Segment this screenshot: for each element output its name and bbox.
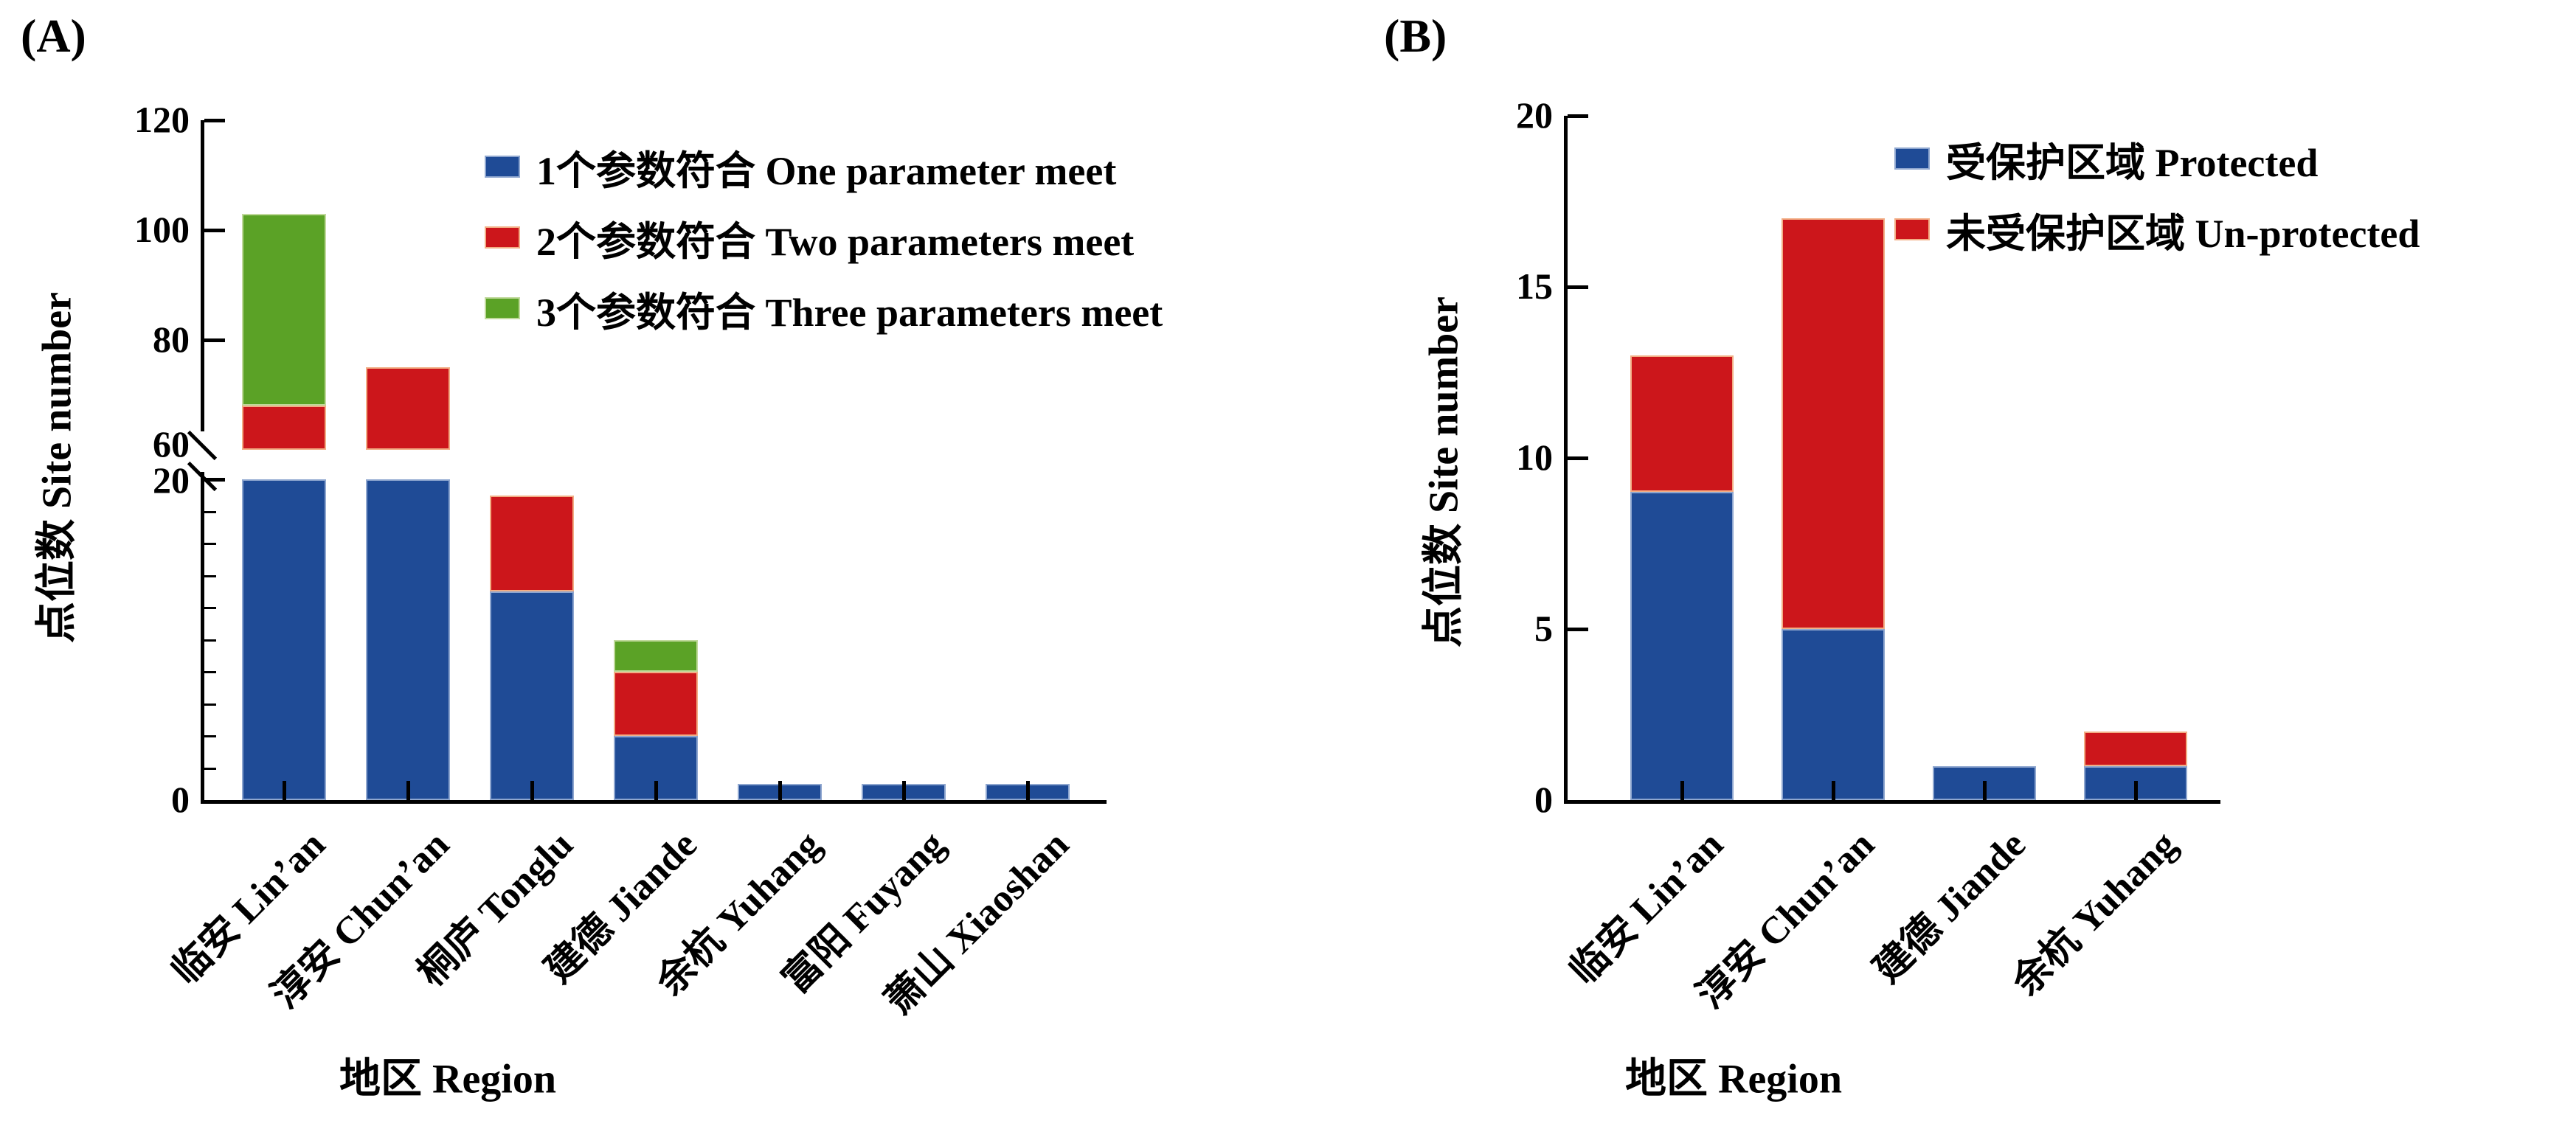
x-tick [902,781,906,800]
y-tick [204,478,225,482]
y-minor-tick [204,543,216,545]
bar-segment [490,591,574,800]
bar-segment [242,479,326,800]
y-tick [1568,285,1588,289]
legend-swatch-three-parameters-icon [485,297,520,319]
y-tick-label: 10 [1516,436,1553,478]
bar-segment [614,639,698,672]
bar-segment [366,479,450,800]
legend-label-three-parameters: 3个参数符合 Three parameters meet [536,290,1163,335]
y-tick-label: 20 [1516,94,1553,136]
y-minor-tick [204,574,216,577]
y-tick-label: 80 [153,318,190,360]
y-minor-tick [204,510,216,513]
bar-segment [242,213,326,406]
y-tick [1568,628,1588,631]
bar-segment [614,672,698,736]
y-tick-label: 120 [134,98,190,140]
x-tick [1680,781,1684,800]
y-tick [204,229,225,232]
y-axis-line [201,120,204,431]
y-tick-label: 0 [1534,778,1553,820]
y-minor-tick [204,671,216,673]
bar-segment [1630,492,1734,800]
legend-swatch-one-parameter-icon [485,156,520,178]
x-axis-line [1564,800,2220,804]
panel-b-label: (B) [1384,10,1447,62]
y-tick [204,338,225,342]
y-tick-label: 60 [153,423,190,465]
y-axis-line [201,472,204,800]
y-minor-tick [204,703,216,706]
y-minor-tick [204,735,216,737]
bar-segment [490,495,574,592]
y-tick-label: 0 [171,778,190,820]
x-tick [406,781,410,800]
panel-a-label: (A) [21,10,86,62]
legend-item-one-parameter: 1个参数符合 One parameter meet [485,131,1116,202]
y-axis-line [1564,116,1568,800]
legend-swatch-unprotected-icon [1894,218,1930,240]
x-tick [2134,781,2138,800]
y-minor-tick [204,607,216,609]
y-tick [1568,456,1588,460]
bar-segment [2084,732,2187,766]
bar-segment [366,367,450,450]
legend-item-protected: 受保护区域 Protected [1894,123,2318,194]
y-tick-label: 15 [1516,265,1553,307]
y-tick-label: 5 [1534,607,1553,649]
legend-label-unprotected: 未受保护区域 Un-protected [1946,211,2420,256]
bar-segment [1630,355,1734,493]
x-tick [1026,781,1030,800]
y-tick-label: 20 [153,459,190,501]
x-axis-line [201,800,1107,804]
x-tick [778,781,782,800]
y-tick [204,119,225,122]
legend-item-unprotected: 未受保护区域 Un-protected [1894,194,2420,265]
x-tick [283,781,286,800]
x-tick [530,781,534,800]
legend-swatch-protected-icon [1894,147,1930,170]
y-minor-tick [204,767,216,770]
x-tick [654,781,658,800]
legend-swatch-two-parameters-icon [485,226,520,249]
chart-a-x-axis-title: 地区 Region [339,1056,556,1102]
chart-b-x-axis-title: 地区 Region [1625,1056,1842,1102]
y-tick [1568,114,1588,118]
bar-segment [242,406,326,450]
legend-item-three-parameters: 3个参数符合 Three parameters meet [485,273,1163,344]
y-tick-label: 100 [134,208,190,250]
x-tick [1983,781,1987,800]
legend-label-protected: 受保护区域 Protected [1946,140,2319,185]
bar-segment [1782,218,1885,629]
y-minor-tick [204,639,216,642]
legend-item-two-parameters: 2个参数符合 Two parameters meet [485,202,1134,273]
x-tick [1832,781,1835,800]
bar-segment [1782,629,1885,800]
legend-label-two-parameters: 2个参数符合 Two parameters meet [536,219,1135,264]
legend-label-one-parameter: 1个参数符合 One parameter meet [536,148,1117,193]
